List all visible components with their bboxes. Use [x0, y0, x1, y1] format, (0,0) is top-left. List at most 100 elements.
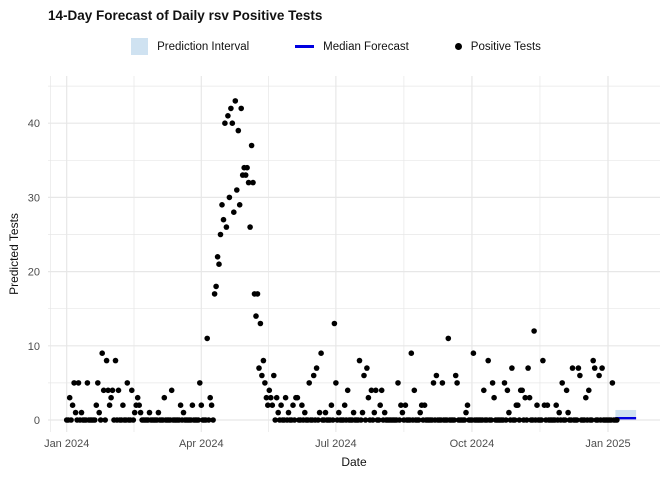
data-point — [198, 402, 205, 409]
data-point — [306, 380, 313, 386]
x-tick-label: Apr 2024 — [179, 438, 224, 450]
data-point — [377, 402, 384, 409]
data-point — [232, 98, 239, 104]
data-point — [299, 402, 305, 409]
x-axis-title: Date — [341, 455, 367, 469]
data-point — [553, 402, 559, 409]
data-point — [534, 402, 540, 409]
prediction-interval-swatch — [131, 38, 149, 55]
data-point — [69, 402, 76, 409]
data-point — [235, 127, 242, 134]
data-point — [368, 387, 375, 394]
data-point — [417, 409, 424, 416]
data-point — [273, 394, 280, 401]
data-point — [583, 394, 589, 401]
x-tick-label: Jan 2025 — [585, 438, 630, 450]
data-point — [207, 394, 213, 401]
data-point — [408, 350, 415, 357]
data-point — [596, 372, 602, 379]
data-point — [331, 320, 338, 327]
data-point — [575, 365, 582, 371]
median-forecast-swatch — [295, 45, 315, 48]
y-tick-label: 40 — [28, 118, 40, 130]
data-point — [364, 365, 370, 371]
data-point — [451, 417, 458, 423]
data-point — [396, 417, 403, 423]
data-point — [225, 113, 231, 119]
data-point — [291, 417, 298, 423]
data-point — [491, 394, 497, 401]
data-point — [421, 402, 428, 409]
data-point — [96, 409, 102, 416]
data-point — [489, 380, 496, 386]
data-point — [253, 313, 259, 319]
data-point — [256, 365, 262, 371]
data-point — [509, 365, 515, 371]
legend-label: Prediction Interval — [157, 40, 250, 53]
data-point — [100, 387, 107, 394]
data-point — [231, 209, 237, 215]
data-point — [269, 402, 276, 409]
data-point — [66, 394, 73, 401]
x-tick-label: Oct 2024 — [450, 438, 495, 450]
data-point — [361, 372, 367, 379]
data-point — [262, 380, 268, 386]
data-point — [216, 261, 222, 268]
y-axis-title: Predicted Tests — [7, 213, 21, 295]
data-point — [260, 357, 267, 364]
data-point — [373, 387, 379, 394]
data-point — [236, 202, 243, 208]
data-point — [556, 409, 562, 416]
data-point — [105, 387, 111, 394]
data-point — [302, 409, 308, 416]
data-point — [250, 179, 256, 186]
data-point — [430, 380, 437, 386]
data-point — [609, 380, 616, 386]
legend-item-prediction-interval: Prediction Interval — [131, 38, 249, 55]
data-point — [488, 417, 495, 423]
data-point — [415, 417, 422, 423]
legend: Prediction Interval Median Forecast Posi… — [0, 38, 672, 55]
data-point — [204, 335, 210, 342]
data-point — [205, 417, 212, 423]
data-point — [439, 380, 446, 386]
data-point — [433, 372, 440, 379]
data-point — [588, 417, 595, 423]
data-point — [313, 365, 320, 371]
data-point — [445, 335, 452, 342]
data-point — [134, 394, 141, 401]
data-point — [266, 387, 273, 394]
data-point — [244, 164, 250, 171]
data-point — [290, 402, 296, 409]
data-point — [222, 120, 228, 126]
data-point — [481, 387, 487, 394]
data-point — [395, 380, 401, 386]
data-point — [271, 372, 277, 379]
data-point — [219, 202, 225, 208]
data-point — [358, 417, 364, 423]
data-point — [92, 417, 98, 423]
data-point — [378, 387, 385, 394]
data-point — [214, 253, 221, 260]
data-point — [333, 380, 339, 386]
data-point — [523, 417, 530, 423]
data-point — [210, 417, 216, 423]
data-point — [99, 350, 105, 357]
data-point — [310, 372, 317, 379]
data-point — [614, 417, 620, 423]
data-point — [78, 409, 85, 416]
data-point — [526, 394, 533, 401]
data-point — [108, 394, 114, 401]
data-point — [371, 409, 378, 416]
data-point — [272, 417, 279, 423]
data-point — [168, 387, 175, 394]
data-point — [506, 409, 512, 416]
data-point — [362, 417, 369, 423]
data-point — [344, 387, 351, 394]
data-point — [350, 409, 357, 416]
data-point — [217, 231, 224, 238]
data-point — [586, 387, 592, 394]
data-point — [208, 402, 215, 409]
